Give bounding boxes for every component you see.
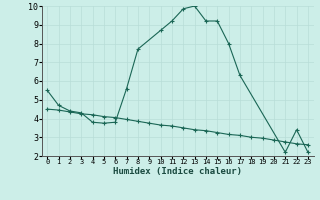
X-axis label: Humidex (Indice chaleur): Humidex (Indice chaleur) — [113, 167, 242, 176]
